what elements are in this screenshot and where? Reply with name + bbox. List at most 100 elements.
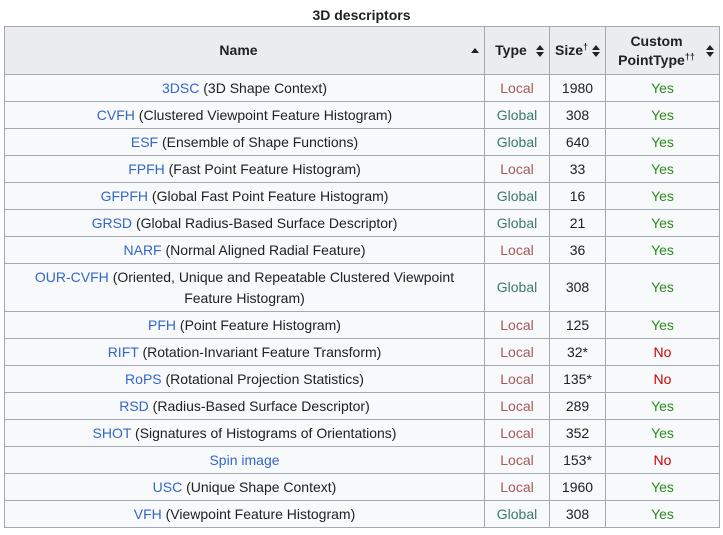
custom-pointtype-cell: Yes <box>605 182 720 210</box>
column-header-custom-pointtype[interactable]: Custom PointType†† <box>605 26 720 75</box>
table-body: 3DSC (3D Shape Context) Local 1980 Yes C… <box>4 74 720 528</box>
descriptor-full-name: (Rotation-Invariant Feature Transform) <box>142 343 382 360</box>
type-cell: Local <box>484 311 550 339</box>
size-cell: 36 <box>549 236 606 264</box>
column-header-name-label: Name <box>219 42 258 58</box>
table-row: Spin image Local 153* No <box>4 446 720 474</box>
size-cell: 308 <box>549 500 606 528</box>
descriptor-link[interactable]: NARF <box>123 241 162 258</box>
descriptor-full-name: (Signatures of Histograms of Orientation… <box>135 424 397 441</box>
table-row: PFH (Point Feature Histogram) Local 125 … <box>4 311 720 339</box>
name-cell: ESF (Ensemble of Shape Functions) <box>4 128 485 156</box>
descriptor-link[interactable]: VFH <box>133 505 162 522</box>
column-header-custom-line1: Custom <box>630 32 683 49</box>
type-cell: Global <box>484 128 550 156</box>
descriptor-link[interactable]: GFPFH <box>100 187 149 204</box>
descriptor-link[interactable]: RoPS <box>125 370 162 387</box>
column-header-size[interactable]: Size† <box>549 26 606 75</box>
custom-pointtype-cell: Yes <box>605 419 720 447</box>
size-cell: 153* <box>549 446 606 474</box>
descriptor-link[interactable]: RSD <box>119 397 149 414</box>
custom-pointtype-cell: Yes <box>605 101 720 129</box>
size-cell: 135* <box>549 365 606 393</box>
custom-pointtype-cell: Yes <box>605 473 720 501</box>
type-cell: Local <box>484 236 550 264</box>
column-header-custom-line2: PointType <box>618 51 685 68</box>
descriptor-full-name: (Fast Point Feature Histogram) <box>168 160 361 177</box>
descriptor-link[interactable]: SHOT <box>92 424 132 441</box>
descriptor-link[interactable]: ESF <box>130 133 159 150</box>
custom-pointtype-cell: Yes <box>605 311 720 339</box>
descriptor-link[interactable]: USC <box>152 478 183 495</box>
type-cell: Global <box>484 263 550 312</box>
type-cell: Global <box>484 209 550 237</box>
sort-both-icon[interactable] <box>592 44 600 58</box>
type-cell: Local <box>484 419 550 447</box>
header-row: Name Type Size† <box>4 26 720 75</box>
table-row: NARF (Normal Aligned Radial Feature) Loc… <box>4 236 720 264</box>
custom-pointtype-cell: Yes <box>605 128 720 156</box>
sort-both-icon[interactable] <box>536 44 544 58</box>
descriptor-full-name: (Unique Shape Context) <box>186 478 337 495</box>
size-cell: 352 <box>549 419 606 447</box>
name-cell: 3DSC (3D Shape Context) <box>4 74 485 102</box>
column-header-type[interactable]: Type <box>484 26 550 75</box>
custom-pointtype-cell: No <box>605 365 720 393</box>
size-cell: 308 <box>549 101 606 129</box>
custom-pointtype-cell: No <box>605 338 720 366</box>
table-row: RoPS (Rotational Projection Statistics) … <box>4 365 720 393</box>
name-cell: FPFH (Fast Point Feature Histogram) <box>4 155 485 183</box>
descriptor-link[interactable]: RIFT <box>107 343 139 360</box>
table-row: 3DSC (3D Shape Context) Local 1980 Yes <box>4 74 720 102</box>
type-cell: Global <box>484 101 550 129</box>
custom-pointtype-cell: Yes <box>605 155 720 183</box>
type-cell: Global <box>484 500 550 528</box>
table-row: GRSD (Global Radius-Based Surface Descri… <box>4 209 720 237</box>
type-cell: Local <box>484 155 550 183</box>
table-row: ESF (Ensemble of Shape Functions) Global… <box>4 128 720 156</box>
descriptors-table: Name Type Size† <box>4 26 720 528</box>
size-cell: 1980 <box>549 74 606 102</box>
descriptor-full-name: (Oriented, Unique and Repeatable Cluster… <box>112 268 455 306</box>
descriptor-link[interactable]: PFH <box>148 316 177 333</box>
sort-ascending-icon[interactable] <box>471 44 479 58</box>
size-footnote-mark: † <box>583 41 589 52</box>
size-cell: 16 <box>549 182 606 210</box>
name-cell: VFH (Viewpoint Feature Histogram) <box>4 500 485 528</box>
type-cell: Local <box>484 338 550 366</box>
descriptor-link[interactable]: CVFH <box>96 106 135 123</box>
name-cell: NARF (Normal Aligned Radial Feature) <box>4 236 485 264</box>
name-cell: Spin image <box>4 446 485 474</box>
descriptor-link[interactable]: Spin image <box>209 451 280 468</box>
table-row: SHOT (Signatures of Histograms of Orient… <box>4 419 720 447</box>
descriptor-link[interactable]: FPFH <box>128 160 165 177</box>
name-cell: CVFH (Clustered Viewpoint Feature Histog… <box>4 101 485 129</box>
name-cell: SHOT (Signatures of Histograms of Orient… <box>4 419 485 447</box>
descriptor-link[interactable]: 3DSC <box>162 79 200 96</box>
type-cell: Local <box>484 473 550 501</box>
table-row: GFPFH (Global Fast Point Feature Histogr… <box>4 182 720 210</box>
type-cell: Local <box>484 74 550 102</box>
table-row: CVFH (Clustered Viewpoint Feature Histog… <box>4 101 720 129</box>
name-cell: OUR-CVFH (Oriented, Unique and Repeatabl… <box>4 263 485 312</box>
name-cell: RSD (Radius-Based Surface Descriptor) <box>4 392 485 420</box>
descriptor-link[interactable]: OUR-CVFH <box>34 268 109 285</box>
table-row: USC (Unique Shape Context) Local 1960 Ye… <box>4 473 720 501</box>
descriptor-full-name: (Normal Aligned Radial Feature) <box>165 241 366 258</box>
descriptor-link[interactable]: GRSD <box>91 214 133 231</box>
table-row: VFH (Viewpoint Feature Histogram) Global… <box>4 500 720 528</box>
sort-both-icon[interactable] <box>706 44 714 58</box>
table-row: RIFT (Rotation-Invariant Feature Transfo… <box>4 338 720 366</box>
name-cell: GRSD (Global Radius-Based Surface Descri… <box>4 209 485 237</box>
column-header-type-label: Type <box>495 42 527 58</box>
table-row: RSD (Radius-Based Surface Descriptor) Lo… <box>4 392 720 420</box>
name-cell: PFH (Point Feature Histogram) <box>4 311 485 339</box>
custom-pointtype-cell: No <box>605 446 720 474</box>
descriptors-table-container: 3D descriptors Name Type <box>4 0 720 528</box>
size-cell: 32* <box>549 338 606 366</box>
name-cell: RIFT (Rotation-Invariant Feature Transfo… <box>4 338 485 366</box>
column-header-name[interactable]: Name <box>4 26 485 75</box>
descriptor-full-name: (Rotational Projection Statistics) <box>165 370 364 387</box>
type-cell: Global <box>484 182 550 210</box>
descriptor-full-name: (Global Radius-Based Surface Descriptor) <box>135 214 398 231</box>
